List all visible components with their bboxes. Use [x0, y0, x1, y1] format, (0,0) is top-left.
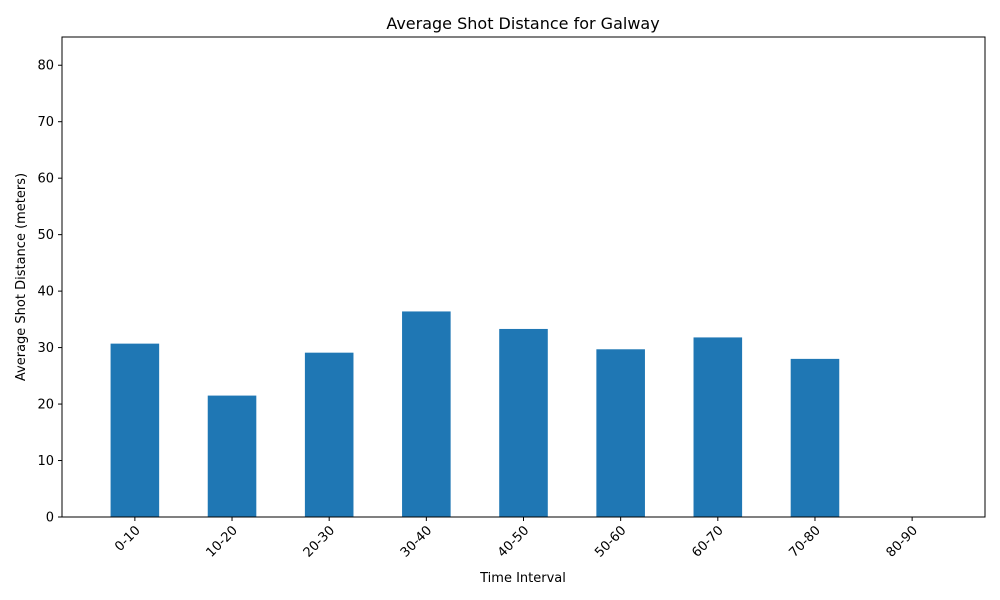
y-tick-label: 30 [37, 341, 54, 356]
bar-20-30 [304, 352, 354, 517]
bar-50-60 [596, 349, 645, 517]
x-axis-label: Time Interval [479, 571, 566, 586]
y-tick-label: 0 [46, 511, 54, 526]
y-tick-label: 80 [37, 59, 54, 74]
y-tick-label: 20 [37, 398, 54, 413]
y-tick-label: 10 [37, 454, 54, 469]
bar-0-10 [110, 343, 160, 517]
y-axis-ticks: 0 10 20 30 40 50 60 70 80 [37, 59, 62, 526]
plot-frame [61, 36, 986, 518]
bar-70-80 [790, 358, 840, 517]
y-tick-label: 40 [37, 285, 54, 300]
y-tick-label: 60 [37, 172, 54, 187]
y-tick-label: 70 [37, 115, 54, 130]
bar-60-70 [693, 337, 743, 517]
bars-group [110, 311, 840, 517]
bar-40-50 [499, 328, 548, 517]
y-axis-label: Average Shot Distance (meters) [14, 173, 29, 381]
chart-title: Average Shot Distance for Galway [386, 14, 659, 33]
bar-10-20 [207, 395, 257, 517]
y-tick-label: 50 [37, 228, 54, 243]
bar-30-40 [402, 311, 451, 517]
